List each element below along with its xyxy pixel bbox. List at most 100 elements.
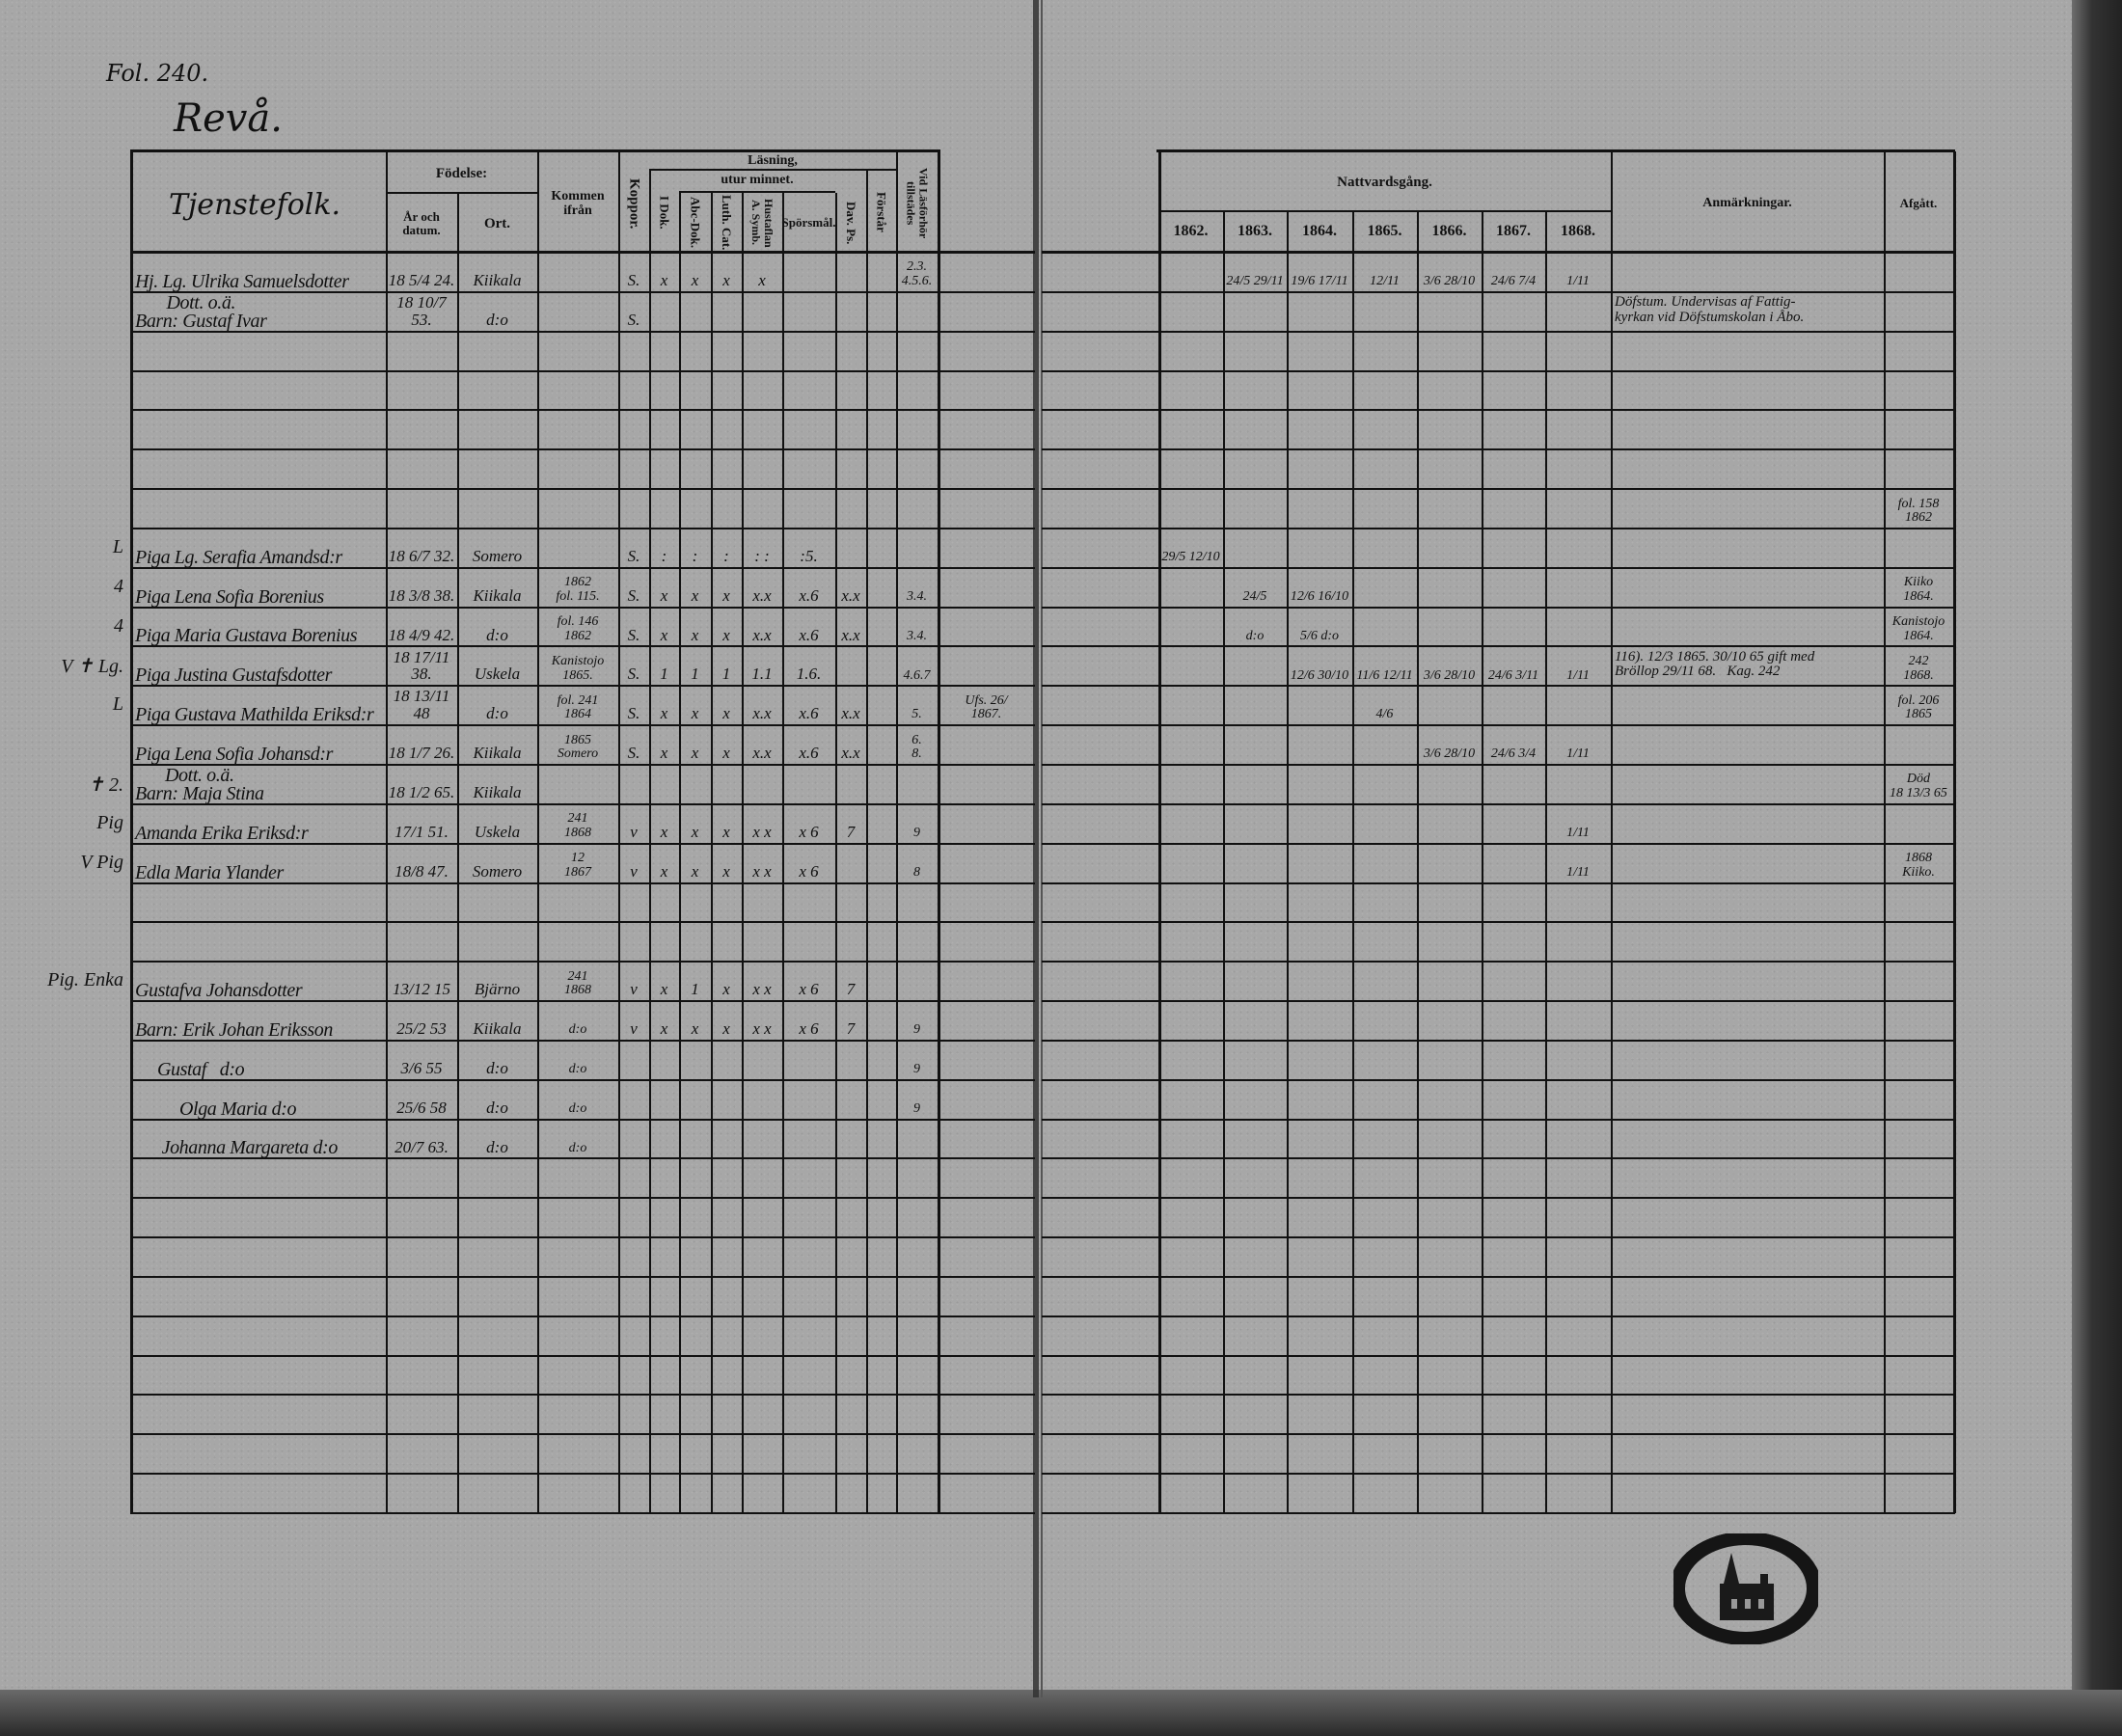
column-rule xyxy=(1158,151,1161,1513)
cell-afgatt: fol. 158 1862 xyxy=(1897,496,1940,526)
column-rule xyxy=(1287,210,1289,1513)
margin-note: ✝ 2. xyxy=(88,773,123,796)
cell-place: Bjärno xyxy=(474,980,521,999)
row-rule xyxy=(130,448,1035,451)
column-rule xyxy=(1953,151,1956,1513)
column-rule xyxy=(1545,210,1547,1513)
cell-name: Edla Maria Ylander xyxy=(135,861,284,883)
cell-spors: x.6 xyxy=(799,704,819,723)
column-rule xyxy=(386,151,388,1513)
cell-dok: x xyxy=(660,585,668,605)
row-rule xyxy=(1042,1512,1955,1514)
cell-born: 25/2 53 xyxy=(396,1019,447,1039)
cell-vid: 8 xyxy=(913,864,920,880)
cell-koppor: v xyxy=(630,822,638,841)
cell-dav: x.x xyxy=(841,585,860,605)
header-year: 1867. xyxy=(1496,223,1531,240)
cell-name: Piga Lg. Serafia Amandsd:r xyxy=(135,546,342,568)
header-reading-rule xyxy=(649,169,896,171)
cell-spors: :5. xyxy=(800,546,818,565)
row-rule xyxy=(130,290,1035,293)
cell-hust: x x xyxy=(752,822,772,841)
row-rule xyxy=(1042,1433,1955,1436)
cell-hust: x x xyxy=(752,980,772,999)
cell-spors: x.6 xyxy=(799,625,819,644)
column-rule xyxy=(537,151,539,1513)
row-rule xyxy=(130,409,1035,412)
column-rule xyxy=(1352,210,1354,1513)
cell-spors: x 6 xyxy=(799,1019,819,1039)
row-rule xyxy=(1042,1078,1955,1081)
row-rule xyxy=(130,1039,1035,1042)
cell-spors: x 6 xyxy=(799,822,819,841)
header-year: 1865. xyxy=(1367,223,1402,240)
cell-hust: x.x xyxy=(752,625,772,644)
cell-abc: x xyxy=(691,271,699,289)
cell-c1868: 1/11 xyxy=(1566,667,1590,683)
cell-name: Amanda Erika Eriksd:r xyxy=(135,822,309,844)
cell-vid: 9 xyxy=(913,1100,920,1116)
cell-name: Dott. o.ä. Barn: Gustaf Ivar xyxy=(135,291,267,332)
cell-name: Olga Maria d:o xyxy=(135,1098,297,1120)
cell-born: 20/7 63. xyxy=(394,1137,449,1156)
cell-vid: 6. 8. xyxy=(911,732,922,762)
header-communion-rule xyxy=(1158,210,1611,212)
cell-name: Dott. o.ä. Barn: Maja Stina xyxy=(135,764,264,804)
cell-luth: x xyxy=(722,625,730,644)
header-abc: Abc-Dok. xyxy=(688,197,703,249)
header-year: 1868. xyxy=(1561,223,1595,240)
header-spors: Spörsmål. xyxy=(781,214,836,230)
header-birth-date: År och datum. xyxy=(402,208,441,237)
row-rule xyxy=(130,369,1035,372)
cell-spors: x 6 xyxy=(799,861,819,881)
cell-abc: 1 xyxy=(691,980,699,999)
cell-place: Uskela xyxy=(474,822,521,841)
column-rule xyxy=(1417,210,1419,1513)
column-rule xyxy=(896,151,898,1513)
row-rule xyxy=(130,921,1035,924)
row-rule xyxy=(130,961,1035,963)
cell-abc: x xyxy=(691,625,699,644)
cell-born: 18 17/11 38. xyxy=(393,647,450,684)
cell-luth: x xyxy=(722,861,730,881)
row-rule xyxy=(130,1275,1035,1278)
book-spine-line xyxy=(1041,0,1043,1697)
cell-koppor: S. xyxy=(627,665,640,684)
cell-koppor: v xyxy=(630,980,638,999)
column-rule xyxy=(782,193,784,1513)
cell-c1868: 1/11 xyxy=(1566,864,1590,880)
cell-place: d:o xyxy=(486,1098,508,1117)
row-rule xyxy=(1042,961,1955,963)
margin-note: Pig. Enka xyxy=(47,969,123,991)
cell-abc: x xyxy=(691,822,699,841)
margin-note: L xyxy=(112,535,123,557)
cell-koppor: S. xyxy=(627,546,640,565)
cell-dok: x xyxy=(660,980,668,999)
cell-c1865: 11/6 12/11 xyxy=(1356,667,1413,683)
cell-born: 3/6 55 xyxy=(400,1058,443,1077)
cell-dav: x.x xyxy=(841,744,860,763)
cell-spors: x.6 xyxy=(799,585,819,605)
cell-name: Piga Lena Sofia Johansd:r xyxy=(135,743,333,765)
row-rule xyxy=(1042,1275,1955,1278)
cell-afgatt: fol. 206 1865 xyxy=(1897,692,1940,722)
header-dav: Dav. Ps. xyxy=(844,201,859,245)
row-rule xyxy=(1042,763,1955,766)
row-rule xyxy=(1042,409,1955,412)
row-rule xyxy=(1042,290,1955,293)
column-rule xyxy=(835,193,837,1513)
column-rule xyxy=(1223,210,1225,1513)
cell-notes: Döfstum. Undervisas af Fattig- kyrkan vi… xyxy=(1615,294,1805,325)
cell-born: 18 1/7 26. xyxy=(388,744,455,763)
column-rule xyxy=(866,170,868,1513)
column-rule xyxy=(1611,151,1613,1513)
header-year: 1866. xyxy=(1431,223,1467,240)
cell-abc: x xyxy=(691,744,699,763)
cell-hust: x x xyxy=(752,861,772,881)
cell-born: 18 5/4 24. xyxy=(388,271,455,289)
cell-luth: x xyxy=(722,744,730,763)
row-rule xyxy=(130,1157,1035,1160)
cell-c1867: 24/6 3/4 xyxy=(1490,746,1537,762)
cell-dok: x xyxy=(660,625,668,644)
cell-from: 241 1868 xyxy=(564,811,591,840)
